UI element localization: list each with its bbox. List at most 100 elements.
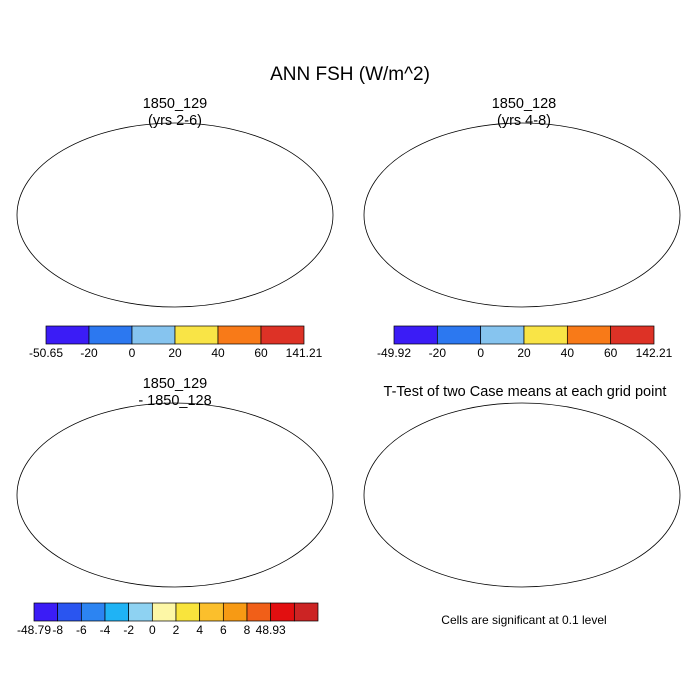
colorbar-tick-label: -50.65 bbox=[29, 346, 63, 360]
colorbar-tick-label: 2 bbox=[173, 623, 180, 637]
panel-title-3: 1850_129 - 1850_128 bbox=[45, 376, 305, 410]
antarctica-region bbox=[362, 285, 682, 315]
australia bbox=[275, 230, 323, 263]
north-america-patch bbox=[65, 440, 105, 467]
colorbar-tick-label: -6 bbox=[76, 623, 87, 637]
colorbar-swatch bbox=[131, 325, 176, 345]
colorbar-swatch bbox=[80, 602, 106, 622]
panel-title-2-line2: (yrs 4-8) bbox=[497, 113, 551, 129]
map-1-frame bbox=[16, 122, 334, 308]
colorbar-3: -48.79 -8 -6 -4 -2 0 2 4 6 8 48.93 bbox=[17, 602, 319, 637]
africa-outline bbox=[517, 477, 572, 550]
panel-title-4-line1: T-Test of two Case means at each grid po… bbox=[383, 384, 667, 400]
antarctica-region bbox=[15, 565, 335, 595]
colorbar-2: -49.92 -20 0 20 40 60 142.21 bbox=[377, 325, 673, 360]
map-4-frame bbox=[363, 402, 681, 588]
south-america bbox=[444, 225, 484, 295]
eurasia bbox=[175, 420, 325, 490]
central-america bbox=[75, 485, 107, 507]
colorbar-swatch bbox=[33, 602, 59, 622]
colorbar-tick-label: 0 bbox=[477, 346, 484, 360]
colorbar-swatch bbox=[246, 602, 272, 622]
colorbar-swatch bbox=[436, 325, 482, 345]
colorbar-swatch bbox=[260, 325, 305, 345]
colorbar-swatch bbox=[175, 602, 201, 622]
colorbar-swatch bbox=[217, 325, 262, 345]
indonesia bbox=[270, 215, 315, 230]
colorbar-swatch bbox=[270, 602, 295, 622]
central-america bbox=[75, 205, 107, 227]
indonesia bbox=[270, 495, 315, 510]
north-america-outline bbox=[382, 417, 474, 485]
coastline-outlines bbox=[382, 410, 672, 575]
colorbar-tick-label: -48.79 bbox=[17, 623, 51, 637]
north-america-band bbox=[412, 179, 452, 193]
indonesia bbox=[617, 215, 662, 230]
south-america bbox=[97, 505, 137, 575]
colorbar-tick-label: 0 bbox=[149, 623, 156, 637]
colorbar-swatch bbox=[45, 325, 90, 345]
map-panel-3 bbox=[15, 410, 335, 595]
eurasia-outline bbox=[522, 420, 672, 490]
colorbar-tick-label: 141.21 bbox=[286, 346, 323, 360]
colorbar-tick-label: -8 bbox=[52, 623, 63, 637]
colorbar-swatch bbox=[174, 325, 219, 345]
colorbar-tick-label: -2 bbox=[123, 623, 134, 637]
colorbar-swatch bbox=[222, 602, 248, 622]
main-title: ANN FSH (W/m^2) bbox=[270, 64, 430, 85]
colorbar-tick-label: -20 bbox=[429, 346, 447, 360]
colorbar-swatch bbox=[128, 602, 153, 622]
colorbar-tick-label: 48.93 bbox=[256, 623, 286, 637]
south-america-patch bbox=[105, 515, 127, 540]
colorbar-tick-label: -4 bbox=[100, 623, 111, 637]
antarctica-edge bbox=[25, 577, 325, 585]
colorbar-swatch bbox=[151, 602, 177, 622]
map-panel-1 bbox=[15, 130, 335, 315]
map-panel-2 bbox=[362, 130, 682, 315]
panel-title-4: T-Test of two Case means at each grid po… bbox=[345, 384, 700, 401]
colorbar-tick-label: 8 bbox=[244, 623, 251, 637]
australia bbox=[622, 230, 670, 263]
colorbar-tick-label: 6 bbox=[220, 623, 227, 637]
colorbar-swatch bbox=[57, 602, 82, 622]
colorbar-swatch bbox=[199, 602, 224, 622]
colorbar-swatch bbox=[393, 325, 438, 345]
colorbar-swatch bbox=[566, 325, 612, 345]
colorbar-swatch bbox=[88, 325, 133, 345]
eurasia-mid bbox=[522, 165, 662, 210]
greenland-region bbox=[125, 130, 165, 155]
africa bbox=[170, 197, 225, 270]
africa-center bbox=[532, 220, 560, 240]
eurasia-patch bbox=[215, 440, 290, 465]
south-america-core bbox=[105, 235, 127, 260]
central-america bbox=[422, 205, 454, 227]
colorbar-tick-label: 142.21 bbox=[636, 346, 673, 360]
south-america-outline bbox=[444, 505, 484, 575]
south-america-core bbox=[452, 235, 474, 260]
north-america-mid bbox=[50, 170, 120, 205]
panel-title-1: 1850_129 (yrs 2-6) bbox=[45, 96, 305, 130]
north-america bbox=[35, 417, 127, 485]
australia bbox=[275, 510, 323, 543]
eurasia-band bbox=[205, 170, 295, 180]
colorbar-tick-label: 4 bbox=[196, 623, 203, 637]
panel-title-2-line1: 1850_128 bbox=[491, 96, 557, 112]
colorbar-tick-label: 40 bbox=[561, 346, 575, 360]
colorbar-swatch bbox=[293, 602, 319, 622]
panel-title-3-line2: - 1850_128 bbox=[138, 393, 212, 409]
panel-title-2: 1850_128 (yrs 4-8) bbox=[393, 96, 655, 130]
significant-cells bbox=[402, 433, 662, 577]
colorbar-1: -50.65 -20 0 20 40 60 141.21 bbox=[29, 325, 323, 360]
colorbar-tick-label: 60 bbox=[254, 346, 268, 360]
africa-patch bbox=[185, 500, 213, 520]
panel-title-1-line1: 1850_129 bbox=[142, 96, 208, 112]
colorbar-swatch bbox=[104, 602, 130, 622]
colorbar-tick-label: 20 bbox=[517, 346, 531, 360]
eurasia-band bbox=[552, 170, 642, 180]
map-3-frame bbox=[16, 402, 334, 588]
significance-note: Cells are significant at 0.1 level bbox=[441, 613, 607, 627]
colorbar-swatch bbox=[610, 325, 655, 345]
africa bbox=[170, 477, 225, 550]
eurasia-mid bbox=[175, 165, 315, 210]
north-america-arctic bbox=[35, 137, 127, 175]
